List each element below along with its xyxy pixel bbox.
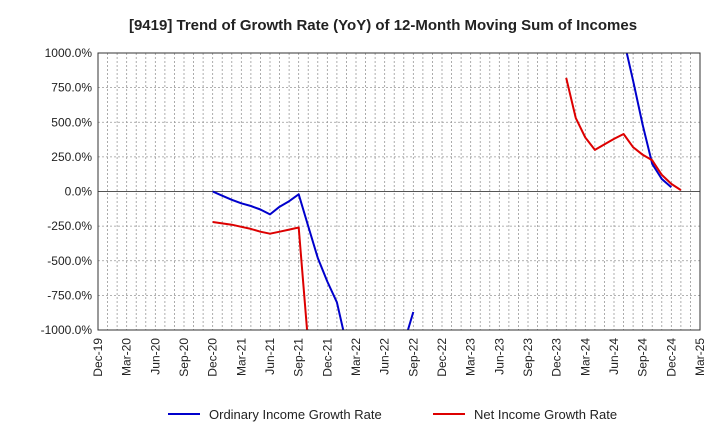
x-tick-label: Jun-23 [492, 338, 506, 375]
series-line-1 [406, 311, 415, 330]
series-line-2 [565, 77, 682, 191]
x-tick-label: Jun-21 [263, 338, 277, 375]
y-tick-label: -1000.0% [41, 323, 93, 337]
x-tick-label: Jun-22 [378, 338, 392, 375]
x-tick-label: Dec-24 [664, 338, 678, 377]
x-tick-label: Sep-22 [406, 338, 420, 377]
x-tick-label: Sep-23 [521, 338, 535, 377]
x-tick-label: Sep-20 [177, 338, 191, 377]
x-axis: Dec-19 Mar-20 Jun-20 Sep-20 Dec-20 Mar-21 Jun-… [91, 338, 707, 377]
y-tick-label: -250.0% [47, 219, 92, 233]
x-tick-label: Dec-19 [91, 338, 105, 377]
legend-label-2: Net Income Growth Rate [474, 407, 617, 422]
x-tick-label: Dec-20 [206, 338, 220, 377]
chart-title: [9419] Trend of Growth Rate (YoY) of 12-… [129, 17, 637, 34]
x-tick-label: Jun-24 [607, 338, 621, 375]
grid [98, 53, 700, 330]
x-tick-label: Mar-21 [234, 338, 248, 376]
y-tick-label: 750.0% [51, 81, 92, 95]
series-line-2 [212, 221, 309, 330]
y-tick-label: 0.0% [65, 185, 93, 199]
x-tick-label: Mar-24 [578, 338, 592, 376]
x-tick-label: Dec-22 [435, 338, 449, 377]
x-tick-label: Jun-20 [148, 338, 162, 375]
x-tick-label: Mar-25 [693, 338, 707, 376]
legend: Ordinary Income Growth Rate Net Income Gr… [168, 407, 617, 422]
x-tick-label: Mar-20 [120, 338, 134, 376]
series-line-1 [212, 190, 345, 330]
y-tick-label: -500.0% [47, 254, 92, 268]
x-tick-label: Sep-21 [292, 338, 306, 377]
plot-area-border [97, 52, 701, 331]
series-layer [212, 53, 682, 330]
x-tick-label: Dec-21 [320, 338, 334, 377]
y-tick-label: 500.0% [51, 115, 92, 129]
legend-label-1: Ordinary Income Growth Rate [209, 407, 382, 422]
x-tick-label: Mar-23 [464, 338, 478, 376]
y-tick-label: 1000.0% [45, 46, 93, 60]
y-tick-label: 250.0% [51, 150, 92, 164]
y-axis: 1000.0% 750.0% 500.0% 250.0% 0.0% -250.0% -500… [41, 46, 93, 337]
y-tick-label: -750.0% [47, 288, 92, 302]
x-tick-label: Dec-23 [550, 338, 564, 377]
x-tick-label: Sep-24 [636, 338, 650, 377]
x-tick-label: Mar-22 [349, 338, 363, 376]
series-line-1 [625, 53, 672, 189]
